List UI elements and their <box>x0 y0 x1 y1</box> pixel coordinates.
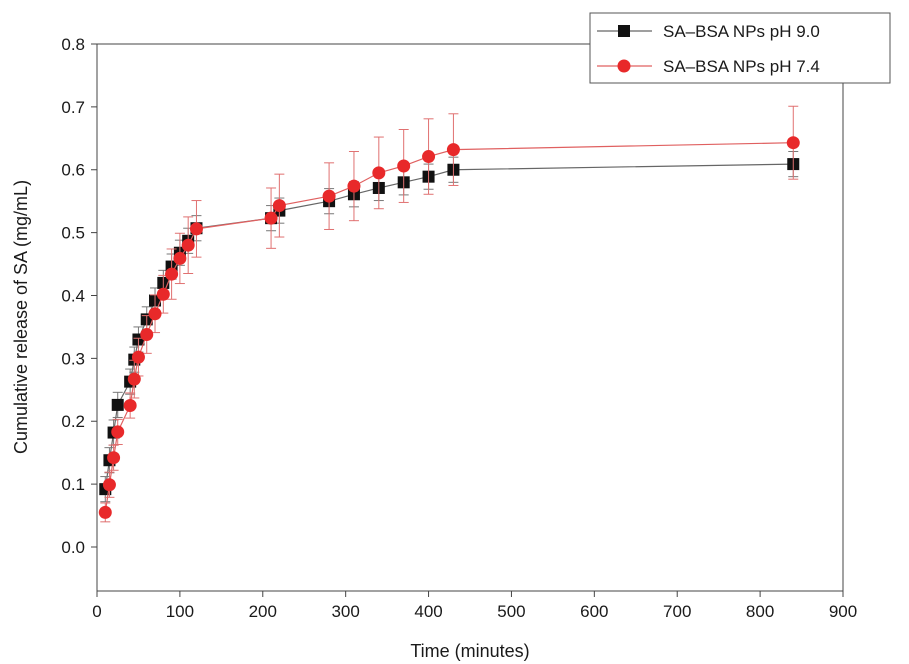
data-point-circle <box>189 222 203 236</box>
x-tick-label: 800 <box>746 602 774 621</box>
data-point-circle <box>127 372 141 386</box>
y-axis-ticks: 0.0 0.1 0.2 0.3 0.4 0.5 0.6 0.7 0.8 <box>61 35 97 557</box>
y-tick-label: 0.7 <box>61 98 85 117</box>
legend: SA–BSA NPs pH 9.0 SA–BSA NPs pH 7.4 <box>589 12 891 84</box>
y-tick-label: 0.6 <box>61 161 85 180</box>
data-point-circle <box>264 211 278 225</box>
data-point-circle <box>165 267 179 281</box>
x-tick-label: 600 <box>580 602 608 621</box>
legend-label-ph9: SA–BSA NPs pH 9.0 <box>663 22 820 41</box>
legend-box <box>589 12 891 84</box>
y-tick-label: 0.0 <box>61 538 85 557</box>
legend-marker-square <box>618 25 630 37</box>
plot-frame <box>96 43 844 592</box>
x-tick-label: 0 <box>92 602 101 621</box>
y-axis-label: Cumulative release of SA (mg/mL) <box>11 180 31 454</box>
data-point-circle <box>98 505 112 519</box>
y-tick-label: 0.8 <box>61 35 85 54</box>
series-line <box>104 163 794 490</box>
x-tick-label: 700 <box>663 602 691 621</box>
data-point-circle <box>347 179 361 193</box>
data-point-square <box>111 398 124 411</box>
x-tick-label: 200 <box>249 602 277 621</box>
data-point-circle <box>181 238 195 252</box>
data-point-circle <box>422 150 436 164</box>
x-tick-label: 100 <box>166 602 194 621</box>
x-tick-label: 300 <box>331 602 359 621</box>
x-axis-ticks: 0 100 200 300 400 500 600 700 800 900 <box>92 591 857 621</box>
series-layer <box>98 105 800 523</box>
data-point-circle <box>372 166 386 180</box>
x-tick-label: 900 <box>829 602 857 621</box>
y-tick-label: 0.2 <box>61 412 85 431</box>
data-point-circle <box>397 159 411 173</box>
data-point-circle <box>446 143 460 157</box>
legend-label-ph74: SA–BSA NPs pH 7.4 <box>663 57 820 76</box>
data-point-circle <box>272 199 286 213</box>
y-tick-label: 0.4 <box>61 286 85 305</box>
x-tick-label: 400 <box>414 602 442 621</box>
y-tick-label: 0.5 <box>61 224 85 243</box>
x-axis-label: Time (minutes) <box>410 641 529 661</box>
data-point-circle <box>173 251 187 265</box>
data-point-circle <box>148 307 162 321</box>
data-point-circle <box>107 451 121 465</box>
data-point-circle <box>131 350 145 364</box>
series-ph9 <box>99 151 800 503</box>
data-point-circle <box>102 478 116 492</box>
x-tick-label: 500 <box>497 602 525 621</box>
series-ph74 <box>98 105 800 523</box>
data-point-circle <box>123 399 137 413</box>
y-tick-label: 0.3 <box>61 349 85 368</box>
legend-marker-circle <box>617 59 631 73</box>
data-point-circle <box>156 287 170 301</box>
y-tick-label: 0.1 <box>61 475 85 494</box>
series-line <box>104 142 794 513</box>
data-point-circle <box>140 327 154 341</box>
data-point-circle <box>111 425 125 439</box>
data-point-circle <box>786 136 800 150</box>
data-point-circle <box>322 189 336 203</box>
